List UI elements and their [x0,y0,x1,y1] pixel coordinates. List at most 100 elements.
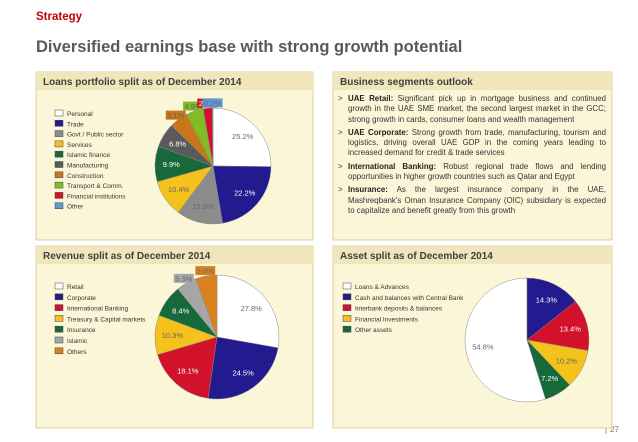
item-label: International Banking: [348,161,437,171]
outlook-item: UAE Retail: Significant pick up in mortg… [338,94,606,125]
legend-label: Personal [67,111,93,118]
legend-swatch [54,192,64,199]
legend-label: Trade [67,121,84,128]
legend-label: Manufacturing [67,163,109,170]
legend-swatch [342,293,352,301]
data-label: 7.2% [541,374,558,383]
data-label-bg [183,101,204,111]
pie-slice [526,339,570,400]
legend-label: Cash and balances with Central Bank [355,295,464,302]
item-label: UAE Retail: [348,94,394,103]
data-label: 18.1% [177,366,199,375]
data-label-bg [195,266,216,276]
legend-swatch [54,347,64,355]
outlook-item: International Banking: Robust regional t… [338,162,606,183]
data-label: 22.2% [234,189,256,198]
legend-swatch [342,282,352,290]
data-label: 10.3% [162,331,184,340]
data-label: 6.8% [169,139,186,148]
item-text: Robust regional trade flows and lending … [348,161,606,182]
data-label: 25.2% [232,132,254,141]
legend-label: Loans & Advances [355,284,410,291]
panel-header [333,246,612,264]
legend-swatch [54,150,64,158]
data-label: 9.9% [163,160,180,169]
data-label: 10.2% [556,357,578,366]
data-label: 5.1% [167,111,184,120]
legend-swatch [54,304,64,311]
outlook-list: UAE Retail: Significant pick up in mortg… [338,94,606,219]
item-text: Strong growth from trade, manufacturing,… [348,127,606,158]
outlook-item: UAE Corporate: Strong growth from trade,… [338,128,606,159]
legend-label: Treasury & Capital markets [67,316,146,323]
legend-swatch [54,130,64,137]
legend-swatch [54,140,64,148]
item-label: Insurance: [348,185,388,195]
legend-swatch [54,181,64,189]
data-label: 54.8% [472,342,494,351]
legend-label: Corporate [67,295,96,302]
data-label: 5.6% [197,267,214,276]
legend-label: Retail [67,284,84,291]
data-label: 27.8% [241,304,263,313]
data-label: 5.3% [175,274,192,283]
legend-swatch [54,171,64,179]
panel-title: Loans portfolio split as of December 201… [43,77,242,88]
legend-label: Financial institutions [67,193,126,200]
legend-swatch [54,109,64,117]
legend-label: Insurance [67,327,96,334]
pie-slice [195,274,218,338]
data-label-bg [173,273,194,283]
page-number: 27 [610,425,619,434]
panel-title: Business segments outlook [340,77,473,88]
panel-header [36,72,313,90]
data-label: 13.4% [560,324,582,333]
legend-swatch [54,336,64,344]
legend-swatch [54,325,64,333]
data-label: 24.5% [232,369,254,378]
panel-title: Asset split as of December 2014 [340,251,493,262]
legend-label: Construction [67,173,104,180]
legend-swatch [54,202,64,209]
outlook-item: Insurance: As the largest insurance comp… [338,185,606,216]
pie-slice [207,336,279,400]
slide-title: Diversified earnings base with strong gr… [36,38,462,56]
legend-swatch [342,325,352,333]
legend-label: Other assets [355,327,393,334]
item-text: As the largest insurance company in the … [348,185,606,215]
legend-label: Islamic finance [67,152,110,159]
data-label-bg [165,110,186,120]
panel-header [333,72,612,90]
legend-swatch [54,161,64,168]
panel-title: Revenue split as of December 2014 [43,251,211,262]
legend-swatch [54,315,64,322]
data-label: 8.4% [172,306,189,315]
section-label: Strategy [36,11,83,23]
legend-swatch [54,282,64,290]
legend-label: Other [67,204,84,211]
panel-header [36,246,313,264]
item-text: Significant pick up in mortgage business… [348,94,606,124]
legend-label: Govt / Public sector [67,132,124,139]
data-label: 0.2% [204,99,221,108]
legend-label: Transport & Comm. [67,183,124,190]
pie-slice [212,107,272,167]
data-label-bg [202,98,223,108]
legend-label: Financial Investments [355,316,419,323]
pie-slice [464,277,546,403]
legend-label: International Banking [67,306,128,313]
legend-label: Services [67,142,93,149]
pie-slice [212,165,272,224]
data-label: 12.9% [192,202,214,211]
pie-slice [212,107,214,167]
pie-slice [157,336,218,399]
legend-swatch [54,293,64,301]
legend-swatch [342,304,352,311]
legend-label: Others [67,349,87,356]
legend-label: Islamic [67,338,88,345]
data-label: 4.9% [185,102,202,111]
legend-swatch [342,315,352,322]
item-label: UAE Corporate: [348,127,409,137]
